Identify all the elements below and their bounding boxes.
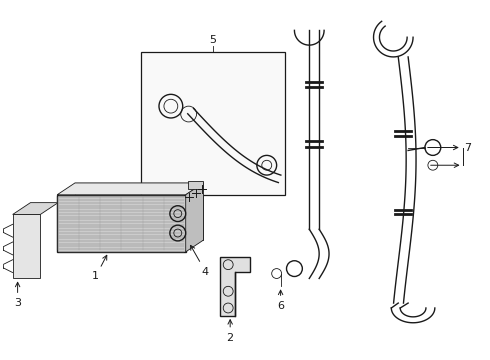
Polygon shape <box>13 215 40 278</box>
Bar <box>141 52 285 195</box>
Polygon shape <box>57 195 186 252</box>
Text: 5: 5 <box>209 35 217 45</box>
Polygon shape <box>220 257 250 316</box>
Polygon shape <box>57 183 203 195</box>
Polygon shape <box>186 183 203 252</box>
Polygon shape <box>188 181 203 189</box>
Text: 2: 2 <box>226 320 234 342</box>
Text: 3: 3 <box>14 282 21 308</box>
Polygon shape <box>13 203 58 215</box>
Text: 6: 6 <box>277 290 284 311</box>
Polygon shape <box>75 183 203 240</box>
Text: 7: 7 <box>428 143 471 153</box>
Text: 4: 4 <box>191 246 209 276</box>
Text: 1: 1 <box>92 255 107 282</box>
